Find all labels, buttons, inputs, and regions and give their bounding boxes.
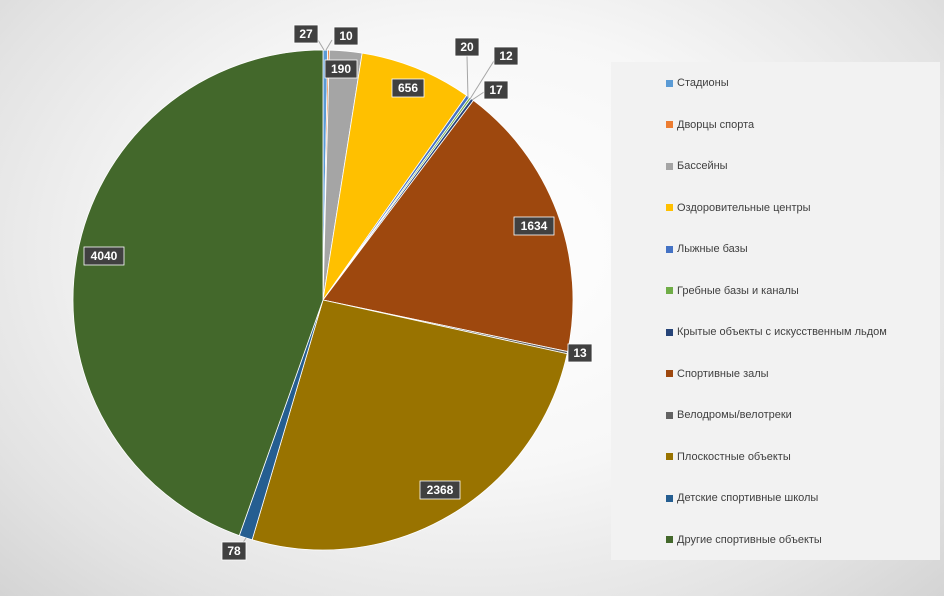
legend-label: Спортивные залы [677, 367, 769, 380]
legend-label: Дворцы спорта [677, 118, 755, 131]
pie-slice-спортивные-залы [322, 99, 574, 353]
data-label-детские-спортивные-школы: 78 [221, 541, 247, 561]
legend-swatch [666, 245, 673, 253]
leader-lines [241, 39, 573, 545]
legend-swatch [666, 287, 673, 294]
data-label-box [293, 24, 319, 44]
data-label-value: 190 [331, 62, 351, 76]
legend-swatch [666, 411, 673, 419]
data-label-плоскостные-объекты: 2368 [419, 480, 461, 500]
data-labels: 27 10 190 656 20 12 17 1634 13 2368 78 4040 [83, 24, 593, 561]
data-label-value: 1634 [521, 219, 548, 233]
data-label-value: 13 [573, 346, 587, 360]
data-label-value: 4040 [91, 249, 118, 263]
data-label-спортивные-залы: 1634 [513, 216, 555, 236]
leader-line-гребные-базы-и-каналы [469, 55, 498, 100]
data-label-value: 10 [339, 29, 353, 43]
legend-label: Плоскостные объекты [677, 450, 791, 463]
legend-item-спортивные-залы: Спортивные залы [666, 366, 769, 382]
data-label-дворцы-спорта: 10 [333, 26, 359, 46]
data-label-box [83, 246, 125, 266]
legend-item-оздоровительные-центры: Оздоровительные центры [666, 200, 811, 216]
data-label-box [454, 37, 480, 57]
legend-label: Детские спортивные школы [677, 492, 819, 504]
legend-label: Бассейны [677, 160, 728, 172]
legend-label: Стадионы [677, 77, 729, 89]
data-label-крытые-объекты-с-искусственным-льдом: 17 [483, 80, 509, 100]
pie-slice-плоскостные-объекты [251, 299, 568, 551]
legend-item-крытые-объекты-с-искусственным-льдом: Крытые объекты с искусственным льдом [666, 324, 887, 340]
legend-label: Лыжные базы [677, 243, 748, 255]
legend-swatch [666, 162, 673, 170]
data-label-value: 20 [460, 40, 474, 54]
legend-swatch [666, 204, 673, 211]
data-label-value: 17 [489, 83, 503, 97]
legend-item-детские-спортивные-школы: Детские спортивные школы [666, 490, 818, 506]
data-label-лыжные-базы: 20 [454, 37, 480, 57]
legend-label: Крытые объекты с искусственным льдом [677, 326, 887, 338]
data-label-велодромы-велотреки: 13 [567, 343, 593, 363]
legend-label: Велодромы/велотреки [677, 409, 792, 421]
data-label-box [333, 26, 359, 46]
data-label-гребные-базы-и-каналы: 12 [493, 46, 519, 66]
data-label-box [391, 78, 425, 98]
data-label-другие-спортивные-объекты: 4040 [83, 246, 125, 266]
data-label-бассейны: 190 [324, 59, 358, 79]
data-label-value: 27 [299, 27, 313, 41]
legend-label: Гребные базы и каналы [677, 284, 799, 297]
legend-label: Другие спортивные объекты [677, 533, 822, 546]
legend-item-дворцы-спорта: Дворцы спорта [666, 117, 754, 133]
legend-swatch [666, 121, 673, 128]
legend-item-другие-спортивные-объекты: Другие спортивные объекты [666, 532, 822, 548]
pie-slices [72, 49, 574, 551]
data-label-оздоровительные-центры: 656 [391, 78, 425, 98]
legend-swatch [666, 494, 673, 502]
legend-item-велодромы-велотреки: Велодромы/велотреки [666, 407, 792, 423]
legend-swatch [666, 79, 673, 87]
data-label-value: 656 [398, 81, 418, 95]
data-label-value: 2368 [427, 483, 454, 497]
legend-item-бассейны: Бассейны [666, 158, 728, 174]
data-label-box [493, 46, 519, 66]
data-label-box [483, 80, 509, 100]
data-label-box [324, 59, 358, 79]
legend-swatch [666, 328, 673, 336]
legend-label: Оздоровительные центры [677, 201, 811, 214]
pie-slice-другие-спортивные-объекты [72, 49, 324, 537]
leader-line-стадионы [317, 39, 325, 51]
legend-swatch [666, 370, 673, 377]
leader-line-лыжные-базы [466, 55, 469, 99]
data-label-box [567, 343, 593, 363]
legend-item-лыжные-базы: Лыжные базы [666, 241, 748, 257]
legend-item-плоскостные-объекты: Плоскостные объекты [666, 449, 791, 465]
data-label-box [513, 216, 555, 236]
legend-swatch [666, 536, 673, 543]
data-label-стадионы: 27 [293, 24, 319, 44]
data-label-box [221, 541, 247, 561]
data-label-value: 12 [499, 49, 513, 63]
leader-line-дворцы-спорта [325, 39, 333, 51]
data-label-value: 78 [227, 544, 241, 558]
legend-item-стадионы: Стадионы [666, 75, 729, 91]
legend-item-гребные-базы-и-каналы: Гребные базы и каналы [666, 283, 799, 299]
legend-swatch [666, 453, 673, 460]
chart-legend: Стадионы Дворцы спорта Бассейны Оздоровител… [611, 62, 940, 560]
data-label-box [419, 480, 461, 500]
pie-slice-оздоровительные-центры [322, 52, 468, 301]
